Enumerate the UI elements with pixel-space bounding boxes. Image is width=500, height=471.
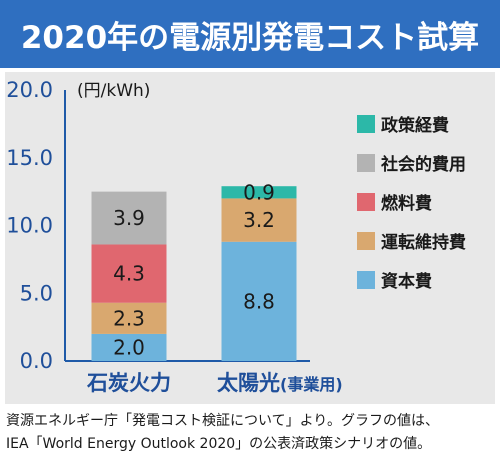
bar-segment-0-2 <box>91 244 167 303</box>
y-unit-label: (円/kWh) <box>77 81 150 101</box>
data-label-0-2: 4.3 <box>113 262 145 286</box>
bar-segment-0-0 <box>91 333 167 361</box>
legend-label-0: 政策経費 <box>381 115 449 136</box>
footnote: 資源エネルギー庁「発電コスト検証について」より。グラフの値は、 IEA「Worl… <box>6 410 496 456</box>
data-label-1-1: 3.2 <box>243 208 275 232</box>
legend-label-4: 資本費 <box>381 271 432 292</box>
data-label-0-3: 3.9 <box>113 206 145 230</box>
legend-swatch-3 <box>357 232 375 250</box>
legend-label-3: 運転維持費 <box>381 232 466 253</box>
x-category-label-1: 太陽光(事業用) <box>217 371 343 395</box>
legend-label-1: 社会的費用 <box>380 154 466 175</box>
y-tick-label: 0.0 <box>20 349 53 373</box>
y-tick-label: 5.0 <box>20 281 53 305</box>
bar-segment-1-1 <box>221 198 297 242</box>
legend-swatch-4 <box>357 271 375 289</box>
data-label-0-0: 2.0 <box>113 335 145 359</box>
data-label-0-1: 2.3 <box>113 306 145 330</box>
y-tick-label: 10.0 <box>6 214 53 238</box>
legend-swatch-1 <box>357 154 375 172</box>
x-category-label-0: 石炭火力 <box>86 371 171 395</box>
data-label-1-4: 0.9 <box>243 180 275 204</box>
bar-segment-0-3 <box>91 191 167 245</box>
bar-segment-1-4 <box>221 186 297 199</box>
bar-segment-1-0 <box>221 241 297 361</box>
legend-label-2: 燃料費 <box>381 193 432 214</box>
title-bar: 2020年の電源別発電コスト試算 <box>0 0 500 68</box>
bar-segment-0-1 <box>91 302 167 334</box>
page-title: 2020年の電源別発電コスト試算 <box>20 19 480 56</box>
footnote-line-1: 資源エネルギー庁「発電コスト検証について」より。グラフの値は、 <box>6 413 440 429</box>
legend-swatch-2 <box>357 193 375 211</box>
footnote-line-2: IEA「World Energy Outlook 2020」の公表済政策シナリオ… <box>6 436 432 452</box>
chart-panel: 0.0 5.0 10.0 15.0 20.0 (円/kWh) 2.0 2.3 4.3 3.9 8.8… <box>5 72 495 404</box>
chart-svg: 0.0 5.0 10.0 15.0 20.0 (円/kWh) 2.0 2.3 4.3 3.9 8.8… <box>6 78 466 395</box>
y-tick-label: 20.0 <box>6 78 53 102</box>
y-tick-label: 15.0 <box>6 146 53 170</box>
legend-swatch-0 <box>357 115 375 133</box>
data-label-1-0: 8.8 <box>243 289 275 313</box>
